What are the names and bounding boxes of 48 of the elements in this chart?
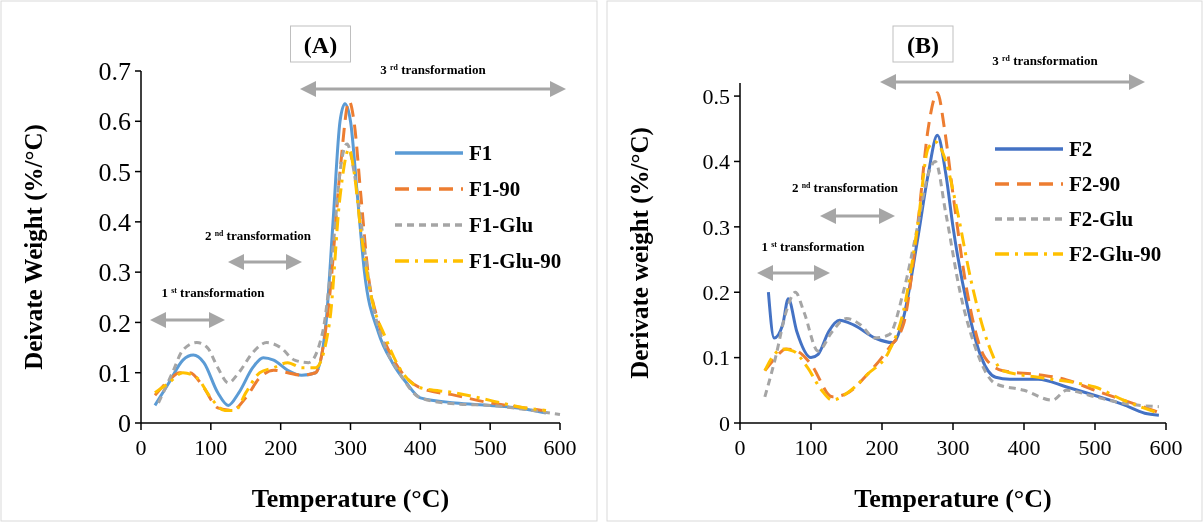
y-tick-label: 0.1	[98, 358, 131, 388]
y-tick-label: 0.2	[98, 308, 131, 338]
y-tick-label: 0	[118, 409, 131, 439]
y-tick-label: 0.4	[702, 149, 730, 175]
x-tick-label: 100	[794, 435, 828, 460]
y-tick-label: 0.7	[98, 57, 131, 87]
x-axis-title: Temperature (°C)	[854, 484, 1052, 513]
legend-label: F2	[1069, 137, 1093, 162]
y-tick-label: 0.1	[702, 345, 730, 371]
legend-label: F1-Glu	[469, 213, 534, 238]
x-tick-label: 400	[403, 435, 437, 460]
y-tick-label: 0	[719, 410, 730, 436]
y-tick-label: 0.5	[702, 83, 730, 109]
chart-title: (B)	[907, 32, 939, 58]
y-tick-label: 0.4	[98, 207, 131, 237]
x-tick-label: 500	[473, 435, 507, 460]
annotation: 3 $^{rd}$ transformation	[380, 62, 487, 77]
y-tick-label: 0.3	[702, 214, 730, 240]
x-tick-label: 0	[734, 435, 746, 460]
legend-label: F2-Glu-90	[1069, 242, 1162, 267]
y-tick-label: 0.5	[98, 157, 131, 187]
x-tick-label: 0	[135, 435, 147, 460]
x-tick-label: 600	[543, 435, 577, 460]
chart-title: (A)	[303, 32, 338, 58]
text: 3 $^{rd}$ transformation	[992, 53, 1099, 68]
x-tick-label: 600	[1149, 435, 1183, 460]
y-axis-title: Deivate Weight (%/°C)	[20, 124, 48, 370]
annotation: 2 $^{nd}$ transformation	[204, 228, 312, 243]
x-axis-title: Temperature (°C)	[251, 484, 450, 513]
legend-label: F2-90	[1069, 172, 1121, 197]
x-tick-label: 300	[334, 435, 367, 460]
x-tick-label: 200	[264, 435, 298, 460]
legend-label: F1	[469, 141, 493, 166]
y-axis-title: Derivate weight (%/°C)	[626, 127, 654, 379]
x-tick-label: 400	[1007, 435, 1041, 460]
y-tick-label: 0.2	[702, 279, 730, 305]
legend-label: F1-90	[469, 177, 521, 202]
y-tick-label: 0.6	[98, 107, 131, 137]
y-tick-label: 0.3	[98, 258, 131, 288]
x-tick-label: 100	[194, 435, 228, 460]
x-tick-label: 300	[936, 435, 970, 460]
annotation: 1 $^{st}$ transformation	[161, 285, 266, 300]
x-tick-label: 500	[1078, 435, 1112, 460]
legend-label: F1-Glu-90	[469, 249, 562, 274]
annotation: 1 $^{st}$ transformation	[761, 239, 866, 254]
legend-label: F2-Glu	[1069, 207, 1134, 232]
x-tick-label: 200	[865, 435, 899, 460]
annotation: 2 $^{nd}$ transformation	[791, 180, 899, 195]
